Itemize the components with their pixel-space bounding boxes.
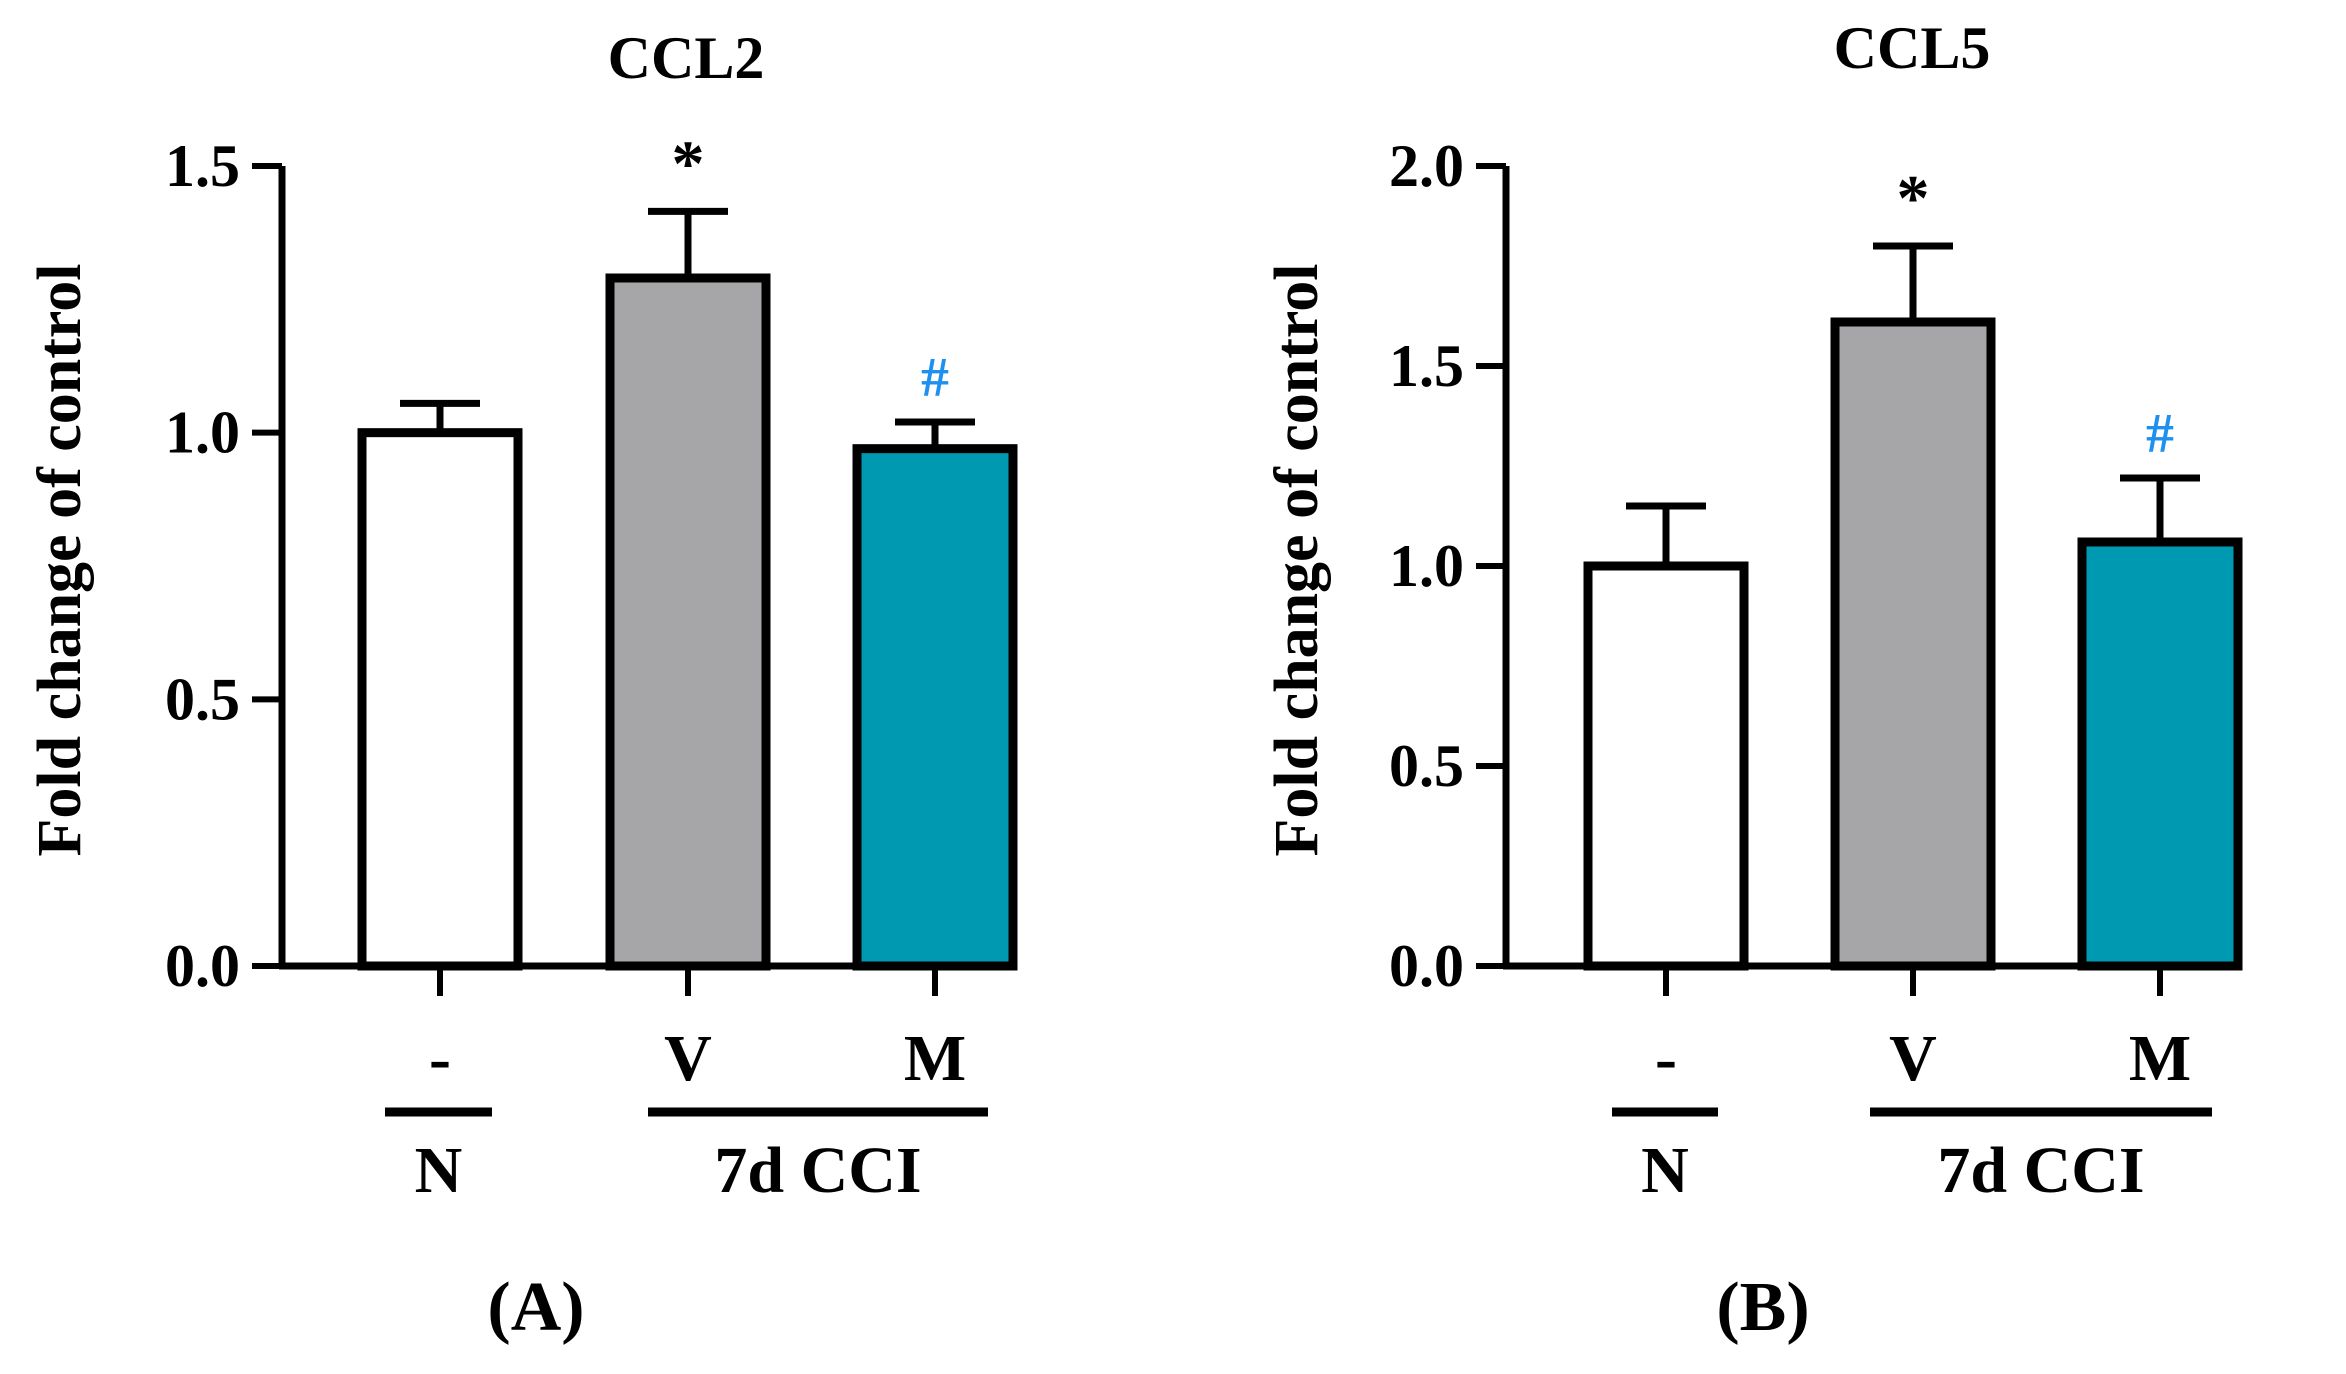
panel-label: (A)	[487, 1269, 584, 1346]
x-tick-label: -	[429, 1022, 451, 1095]
chart-title: CCL2	[608, 25, 765, 91]
y-tick-label: 1.5	[1389, 333, 1464, 399]
y-axis-label: Fold change of control	[26, 264, 94, 857]
x-tick-label: M	[904, 1022, 966, 1095]
x-tick-label: V	[664, 1022, 712, 1095]
bar-m	[2077, 537, 2243, 971]
y-axis-label: Fold change of control	[1263, 264, 1331, 857]
panel-label: (B)	[1716, 1269, 1809, 1346]
significance-hash: #	[921, 347, 949, 409]
group-label: 7d CCI	[1937, 1134, 2144, 1207]
bar-n	[1583, 561, 1749, 971]
bar-m	[852, 444, 1018, 971]
bar-v	[605, 273, 771, 971]
x-tick-label: M	[2129, 1022, 2191, 1095]
significance-star: *	[672, 127, 705, 200]
group-label: N	[415, 1134, 463, 1207]
y-tick-label: 0.0	[1389, 933, 1464, 999]
chart-title: CCL5	[1834, 15, 1991, 81]
y-tick-label: 0.0	[165, 933, 240, 999]
y-tick-label: 0.5	[165, 666, 240, 732]
panel-a: CCL2 Fold change of control - * V # M 0.0 0.5 1.0…	[26, 25, 1018, 1346]
significance-hash: #	[2146, 403, 2174, 465]
y-tick-label: 1.0	[1389, 533, 1464, 599]
x-tick-label: V	[1889, 1022, 1937, 1095]
group-label: N	[1641, 1134, 1689, 1207]
bar-n	[357, 428, 523, 971]
x-tick-label: -	[1655, 1022, 1677, 1095]
significance-star: *	[1897, 162, 1930, 235]
y-tick-label: 0.5	[1389, 733, 1464, 799]
y-tick-label: 2.0	[1389, 133, 1464, 199]
y-tick-label: 1.0	[165, 400, 240, 466]
group-label: 7d CCI	[714, 1134, 921, 1207]
y-tick-label: 1.5	[165, 133, 240, 199]
panel-b: CCL5 Fold change of control - * V # M 0.0 0.5 1.0…	[1263, 15, 2243, 1346]
bar-v	[1830, 317, 1996, 971]
